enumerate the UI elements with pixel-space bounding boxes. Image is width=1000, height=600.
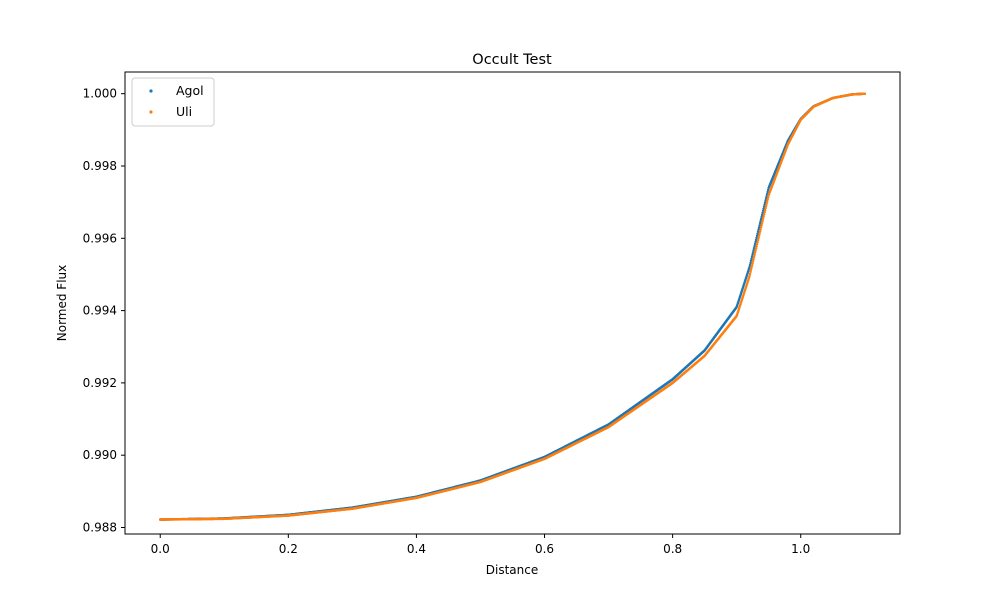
data-point: [757, 234, 761, 237]
data-point: [752, 255, 756, 259]
data-point: [753, 251, 757, 254]
data-point: [749, 268, 753, 271]
y-axis-label: Normed Flux: [55, 265, 69, 342]
data-point: [757, 236, 760, 239]
data-point: [755, 242, 759, 246]
series-uli: [158, 92, 867, 521]
x-axis-label: Distance: [486, 563, 538, 577]
legend: Agol Uli: [131, 77, 215, 127]
data-point: [757, 226, 761, 229]
data-point: [749, 259, 753, 263]
data-point: [754, 238, 758, 242]
data-point: [761, 219, 764, 222]
legend-box: [131, 77, 215, 127]
x-tick-label: 0.6: [535, 542, 554, 556]
data-point: [754, 240, 757, 244]
data-point: [757, 228, 760, 231]
data-point: [765, 200, 769, 203]
data-point: [751, 251, 755, 254]
data-point: [766, 195, 770, 199]
data-point: [752, 257, 755, 261]
data-point: [748, 272, 752, 276]
data-point: [759, 219, 762, 223]
data-point: [750, 264, 754, 267]
data-point: [751, 259, 755, 263]
data-point: [764, 204, 768, 208]
data-point: [756, 230, 760, 233]
data-point: [756, 240, 759, 244]
data-point: [748, 274, 751, 278]
data-point: [765, 202, 768, 205]
legend-label-agol: Agol: [176, 83, 204, 98]
data-point: [753, 253, 756, 256]
data-point: [760, 221, 764, 225]
data-point: [753, 242, 757, 246]
data-point: [762, 215, 765, 218]
data-point: [760, 215, 763, 219]
data-point: [755, 236, 758, 240]
y-tick-label: 0.990: [83, 448, 117, 462]
x-tick-label: 0.4: [407, 542, 426, 556]
x-tick-label: 0.8: [663, 542, 682, 556]
y-tick-label: 0.996: [83, 231, 117, 245]
data-point: [764, 206, 767, 210]
data-point: [758, 232, 761, 235]
y-tick-label: 0.988: [83, 520, 117, 534]
data-point: [752, 247, 756, 250]
legend-marker-uli: [149, 110, 153, 114]
data-point: [863, 92, 867, 95]
y-tick-label: 0.998: [83, 159, 117, 173]
data-point: [755, 244, 758, 248]
data-point: [763, 208, 767, 212]
data-point: [766, 198, 769, 201]
data-point: [759, 225, 763, 229]
data-point: [751, 253, 754, 256]
data-point: [750, 257, 753, 260]
data-point: [754, 247, 758, 250]
data-point: [751, 262, 754, 265]
data-point: [752, 249, 755, 252]
data-point: [748, 265, 751, 269]
plot-area: [124, 71, 901, 535]
chart-title: Occult Test: [472, 52, 552, 68]
axes-frame: [124, 71, 901, 535]
data-point: [756, 238, 760, 242]
data-point: [749, 270, 752, 274]
data-point: [759, 227, 762, 231]
data-point: [762, 213, 766, 216]
data-point: [763, 210, 766, 214]
legend-marker-agol: [149, 89, 153, 93]
data-point: [748, 263, 752, 267]
data-point: [749, 261, 752, 265]
data-point: [756, 232, 759, 235]
x-tick-label: 1.0: [791, 542, 810, 556]
data-point: [754, 249, 757, 252]
data-point: [761, 217, 765, 220]
data-point: [760, 223, 763, 227]
data-point: [758, 222, 762, 225]
legend-label-uli: Uli: [176, 104, 192, 119]
data-point: [759, 217, 763, 221]
y-tick-label: 0.994: [83, 304, 117, 318]
axes-ticks: 0.0 0.2 0.4 0.6 0.8 1.0 0.988 0.990 0.992 0.994 0.…: [83, 87, 811, 556]
data-point: [758, 224, 761, 227]
data-point: [766, 190, 769, 194]
data-point: [750, 266, 753, 269]
x-tick-label: 0.2: [279, 542, 298, 556]
data-point: [753, 244, 756, 248]
data-point: [758, 230, 762, 233]
y-tick-label: 1.000: [83, 87, 117, 101]
data-point: [755, 234, 759, 238]
data-point: [766, 188, 770, 192]
data-point: [750, 255, 754, 258]
y-tick-label: 0.992: [83, 376, 117, 390]
x-tick-label: 0.0: [151, 542, 170, 556]
